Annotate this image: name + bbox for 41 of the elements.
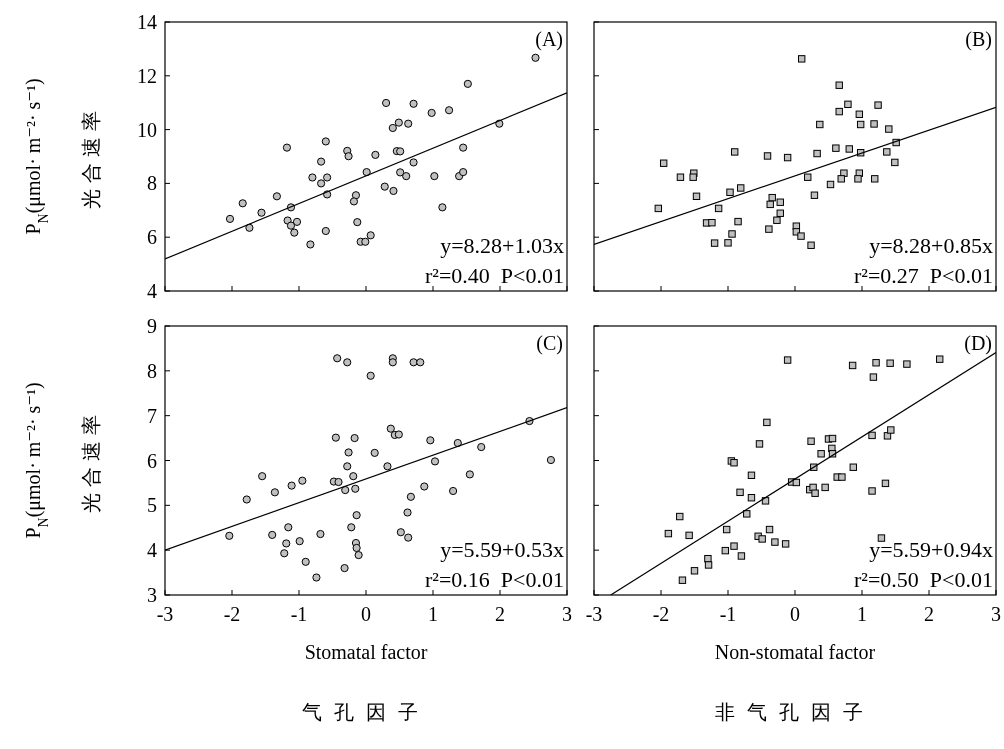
- text: Non-stomatal factor 非气孔因子: [714, 641, 876, 723]
- y-tick-label: 4: [147, 280, 157, 302]
- x-tick-label: -2: [223, 603, 241, 625]
- y-tick-label: 7: [147, 404, 157, 427]
- x-tick-label: 2: [924, 603, 934, 625]
- y-tick-label: 14: [137, 11, 157, 33]
- x-tick-label: -1: [719, 603, 737, 625]
- y-tick-label: 10: [137, 118, 157, 141]
- y-tick-label: 8: [147, 359, 157, 382]
- annotation: (C): [536, 332, 563, 355]
- annotation: (D): [964, 332, 992, 355]
- x-tick-label: 1: [428, 603, 438, 625]
- y-tick-label: 12: [137, 64, 157, 87]
- annotation: r²=0.50 P<0.01: [854, 567, 993, 592]
- annotation: r²=0.16 P<0.01: [425, 567, 564, 592]
- x-tick-label: 3: [991, 603, 1001, 625]
- annotation: r²=0.40 P<0.01: [425, 263, 564, 288]
- annotation: y=5.59+0.53x: [440, 537, 564, 562]
- x-tick-label: 0: [361, 603, 371, 625]
- annotation: r²=0.27 P<0.01: [854, 263, 993, 288]
- text: Stomatal factor 气孔因子: [302, 641, 430, 723]
- x-tick-label: 3: [562, 603, 572, 625]
- x-tick-label: -1: [290, 603, 308, 625]
- annotation: (B): [965, 28, 992, 51]
- x-tick-label: -2: [652, 603, 670, 625]
- y-tick-label: 5: [147, 494, 157, 517]
- x-tick-label: 1: [857, 603, 867, 625]
- y-tick-label: 3: [147, 584, 157, 606]
- x-tick-label: -3: [156, 603, 174, 625]
- annotation: y=5.59+0.94x: [869, 537, 993, 562]
- x-tick-label: 2: [495, 603, 505, 625]
- annotation: y=8.28+0.85x: [869, 233, 993, 258]
- y-tick-label: 6: [147, 226, 157, 249]
- y-tick-label: 6: [147, 449, 157, 472]
- x-tick-label: 0: [790, 603, 800, 625]
- annotation: (A): [535, 28, 563, 51]
- y-tick-label: 4: [147, 539, 157, 562]
- y-tick-label: 9: [147, 315, 157, 337]
- x-tick-label: -3: [585, 603, 603, 625]
- annotation: y=8.28+1.03x: [440, 233, 564, 258]
- y-tick-label: 8: [147, 172, 157, 195]
